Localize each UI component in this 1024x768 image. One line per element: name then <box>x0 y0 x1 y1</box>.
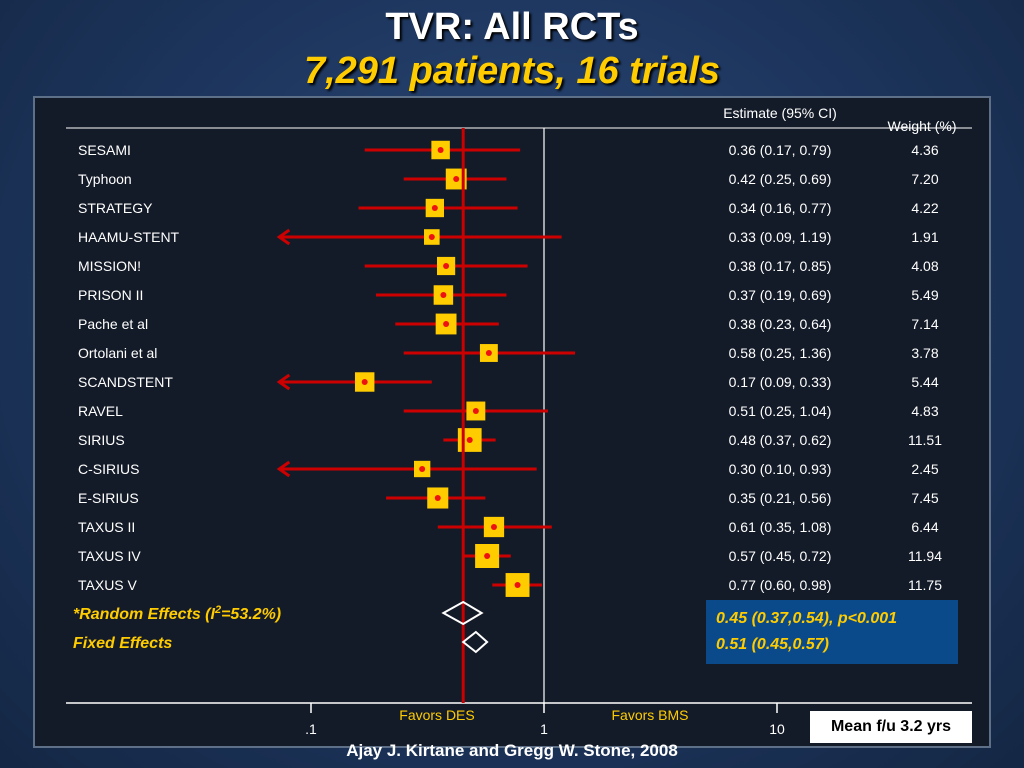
point-estimate <box>431 205 438 211</box>
point-estimate <box>485 350 492 356</box>
study-weight: 4.36 <box>911 142 938 158</box>
fixed-effects-result: 0.51 (0.45,0.57) <box>716 636 829 653</box>
point-estimate <box>484 553 491 559</box>
study-estimate-ci: 0.37 (0.19, 0.69) <box>729 287 832 303</box>
study-label: E-SIRIUS <box>78 490 139 506</box>
point-estimate <box>490 524 497 530</box>
study-weight: 4.08 <box>911 258 938 274</box>
x-tick-label: 1 <box>540 721 548 737</box>
point-estimate <box>437 147 444 153</box>
study-label: STRATEGY <box>78 200 153 216</box>
point-estimate <box>514 582 521 588</box>
study-label: Ortolani et al <box>78 345 157 361</box>
study-label: SIRIUS <box>78 432 125 448</box>
slide-subtitle: 7,291 patients, 16 trials <box>303 50 721 92</box>
study-label: PRISON II <box>78 287 143 303</box>
study-weight: 11.94 <box>908 548 942 564</box>
favors-left-label: Favors DES <box>399 707 474 723</box>
estimate-column-header: Estimate (95% CI) <box>723 105 837 121</box>
point-estimate <box>419 466 426 472</box>
study-estimate-ci: 0.57 (0.45, 0.72) <box>729 548 832 564</box>
study-label: C-SIRIUS <box>78 461 139 477</box>
point-estimate <box>443 263 450 269</box>
study-estimate-ci: 0.51 (0.25, 1.04) <box>729 403 832 419</box>
point-estimate <box>443 321 450 327</box>
study-estimate-ci: 0.38 (0.23, 0.64) <box>729 316 832 332</box>
study-label: MISSION! <box>78 258 141 274</box>
ci-arrow-left <box>276 460 291 478</box>
mean-followup-label: Mean f/u 3.2 yrs <box>810 711 972 743</box>
study-estimate-ci: 0.77 (0.60, 0.98) <box>729 577 832 593</box>
random-effects-result: 0.45 (0.37,0.54), p<0.001 <box>716 610 898 627</box>
favors-right-label: Favors BMS <box>611 707 688 723</box>
point-estimate <box>472 408 479 414</box>
ci-arrow-left <box>276 373 291 391</box>
study-weight: 11.75 <box>908 577 942 593</box>
pooled-results-box: 0.45 (0.37,0.54), p<0.001 0.51 (0.45,0.5… <box>706 600 958 664</box>
ci-arrow-left <box>276 228 291 246</box>
study-estimate-ci: 0.35 (0.21, 0.56) <box>729 490 832 506</box>
study-label: Pache et al <box>78 316 148 332</box>
study-label: TAXUS IV <box>78 548 141 564</box>
authors-credit: Ajay J. Kirtane and Gregg W. Stone, 2008 <box>346 741 678 760</box>
summary-label: *Random Effects (I2=53.2%) <box>73 604 281 623</box>
x-tick-label: .1 <box>305 721 317 737</box>
study-weight: 7.45 <box>911 490 938 506</box>
point-estimate <box>428 234 435 240</box>
study-weight: 4.83 <box>911 403 938 419</box>
study-weight: 2.45 <box>911 461 938 477</box>
point-estimate <box>466 437 473 443</box>
study-estimate-ci: 0.38 (0.17, 0.85) <box>729 258 832 274</box>
summary-label: Fixed Effects <box>73 635 172 652</box>
study-label: Typhoon <box>78 171 132 187</box>
study-estimate-ci: 0.61 (0.35, 1.08) <box>729 519 832 535</box>
point-estimate <box>361 379 368 385</box>
study-label: TAXUS V <box>78 577 138 593</box>
study-weight: 7.14 <box>911 316 938 332</box>
study-estimate-ci: 0.36 (0.17, 0.79) <box>729 142 832 158</box>
study-label: HAAMU-STENT <box>78 229 180 245</box>
study-weight: 11.51 <box>908 432 942 448</box>
study-weight: 7.20 <box>911 171 938 187</box>
study-estimate-ci: 0.58 (0.25, 1.36) <box>729 345 832 361</box>
study-label: SESAMI <box>78 142 131 158</box>
study-estimate-ci: 0.33 (0.09, 1.19) <box>729 229 832 245</box>
study-weight: 6.44 <box>911 519 938 535</box>
study-estimate-ci: 0.34 (0.16, 0.77) <box>729 200 832 216</box>
study-weight: 5.44 <box>911 374 938 390</box>
point-estimate <box>440 292 447 298</box>
point-estimate <box>434 495 441 501</box>
summary-diamond <box>461 630 489 654</box>
weight-column-header: Weight (%) <box>888 118 957 134</box>
study-label: RAVEL <box>78 403 123 419</box>
study-label: SCANDSTENT <box>78 374 173 390</box>
study-weight: 3.78 <box>911 345 938 361</box>
study-label: TAXUS II <box>78 519 135 535</box>
study-estimate-ci: 0.48 (0.37, 0.62) <box>729 432 832 448</box>
study-estimate-ci: 0.17 (0.09, 0.33) <box>729 374 832 390</box>
study-weight: 1.91 <box>911 229 938 245</box>
point-estimate <box>453 176 460 182</box>
study-weight: 4.22 <box>911 200 938 216</box>
slide-title: TVR: All RCTs <box>385 6 639 48</box>
study-weight: 5.49 <box>911 287 938 303</box>
summary-diamond <box>441 600 484 626</box>
study-estimate-ci: 0.30 (0.10, 0.93) <box>729 461 832 477</box>
study-estimate-ci: 0.42 (0.25, 0.69) <box>729 171 832 187</box>
x-tick-label: 10 <box>769 721 785 737</box>
